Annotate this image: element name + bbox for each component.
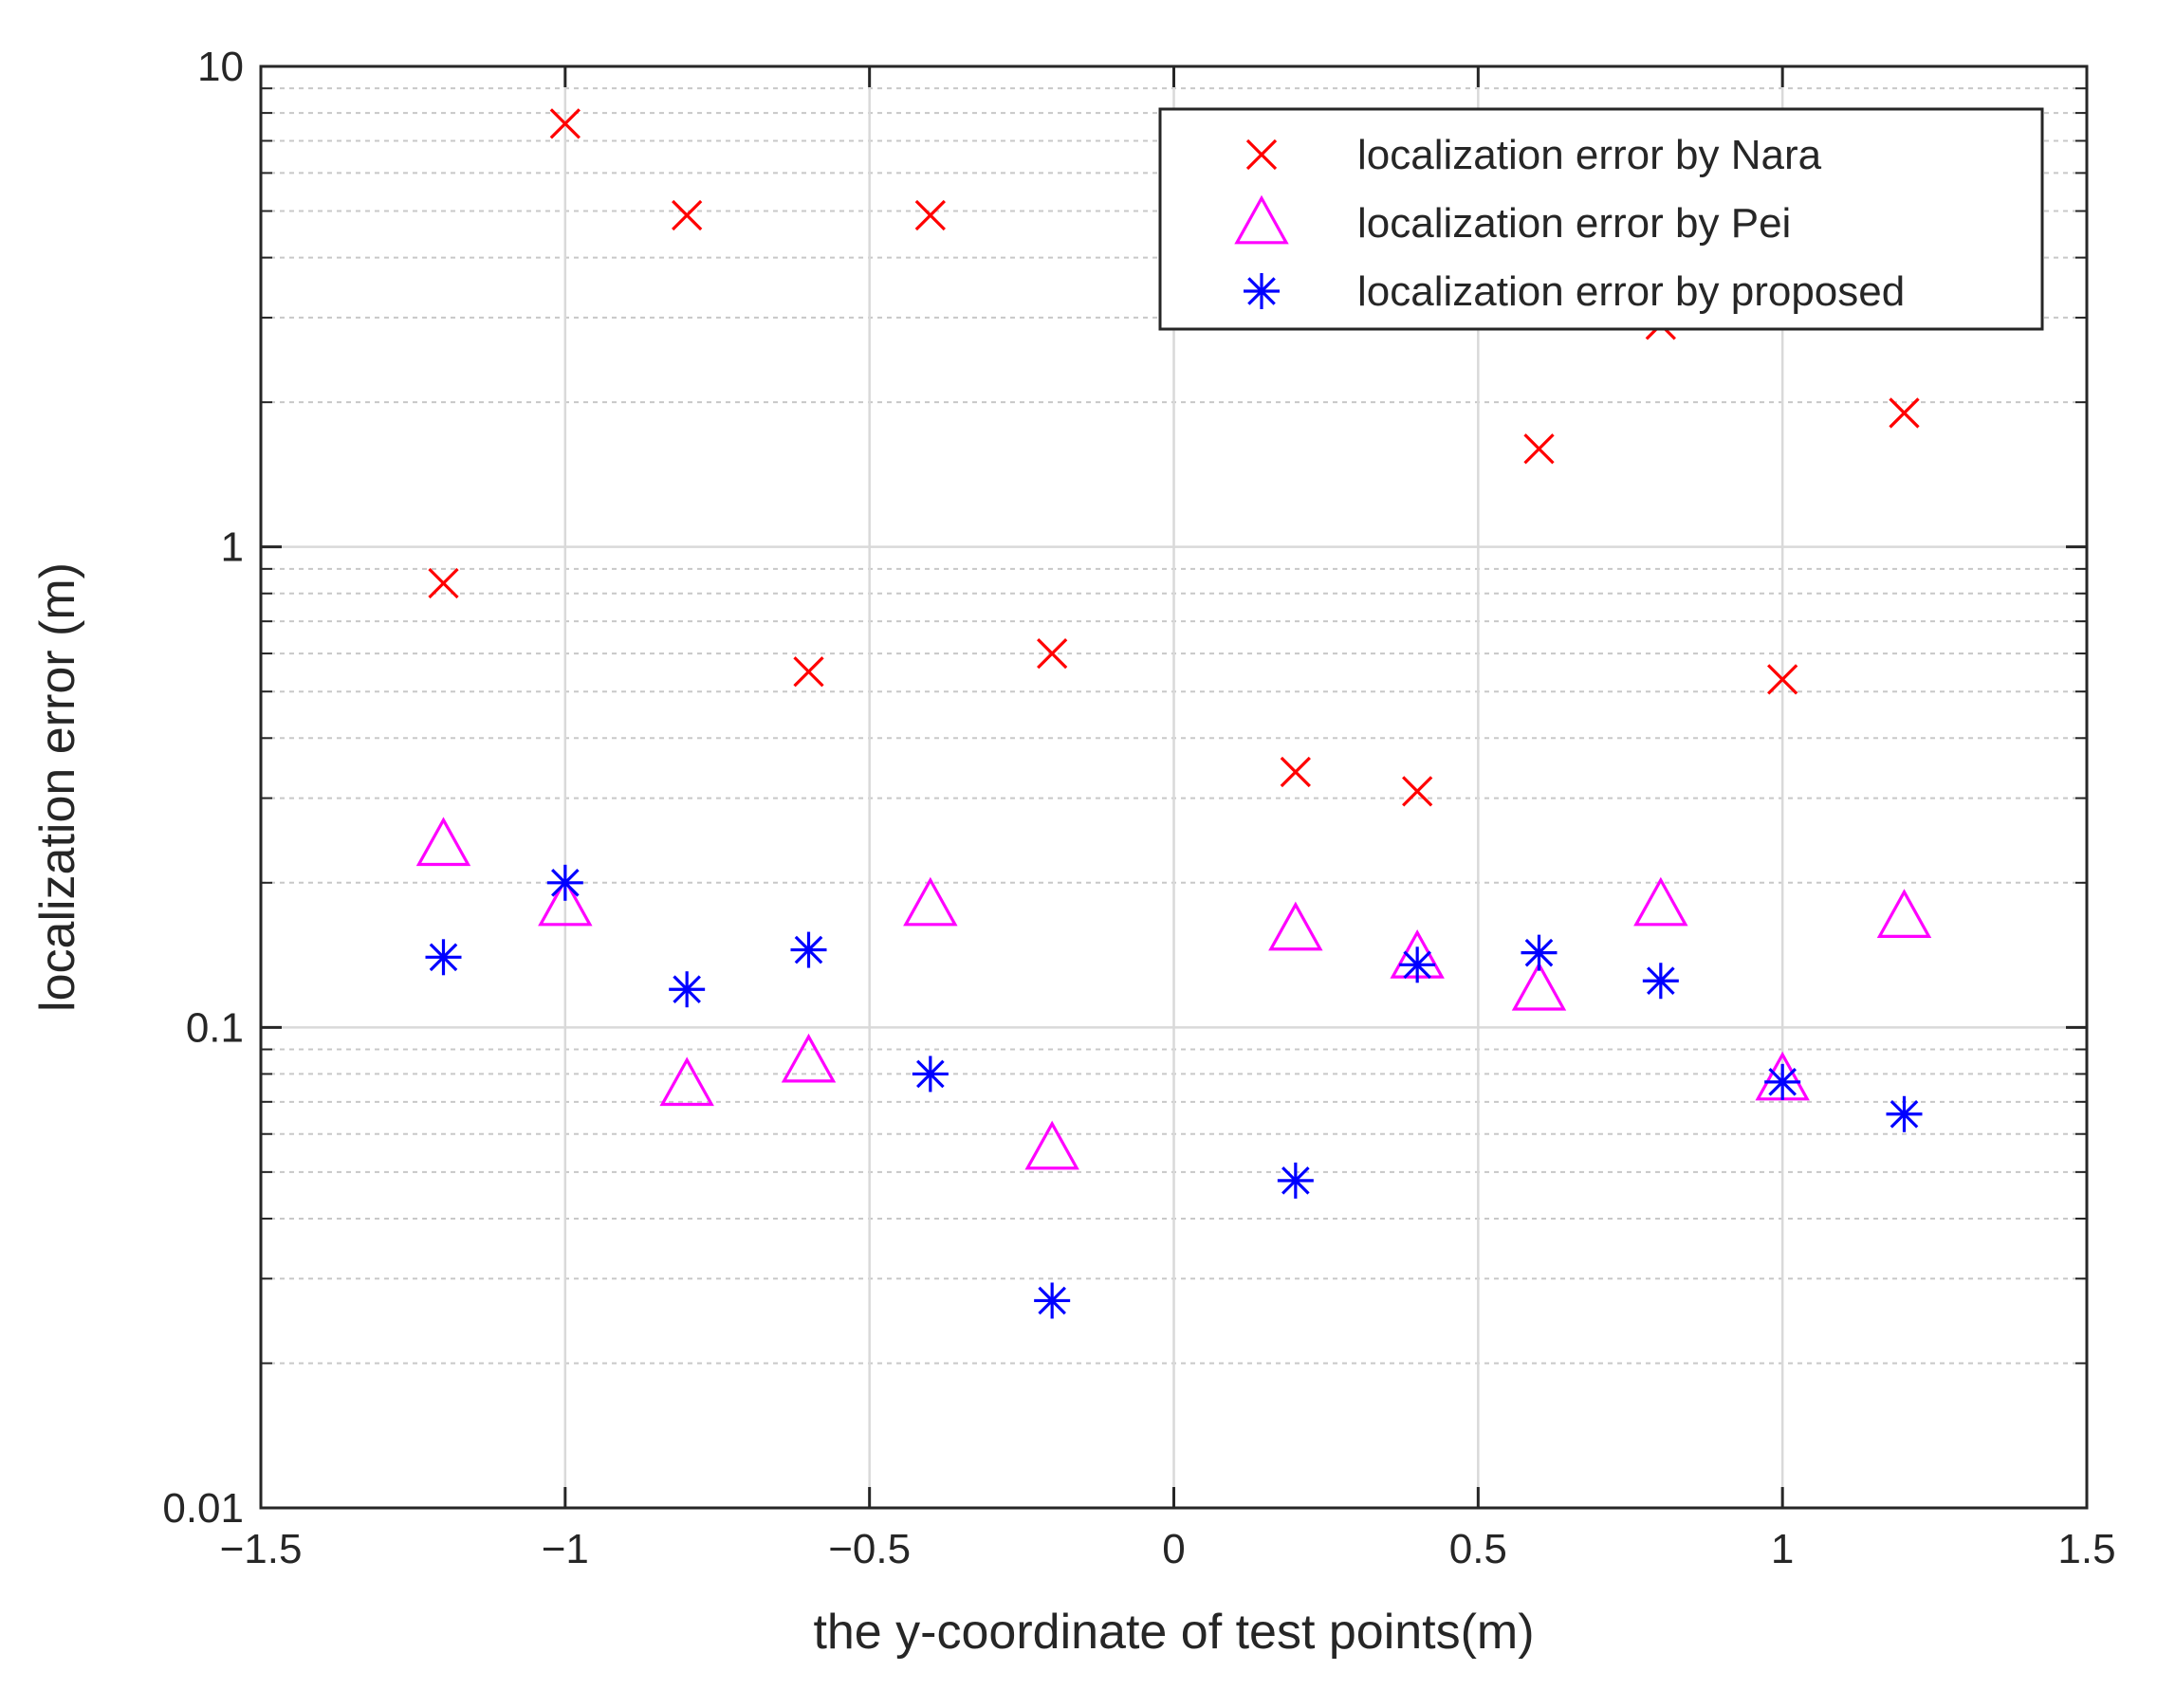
data-point: [538, 876, 593, 927]
legend: localization error by Nara localization e…: [1158, 107, 2044, 331]
data-point: [1633, 876, 1688, 927]
series-asterisk: [425, 864, 1923, 1319]
y-tick-label: 0.1: [186, 1004, 244, 1051]
data-point: [1024, 1120, 1079, 1170]
data-point: [793, 656, 824, 688]
data-point: [1767, 664, 1798, 695]
data-point: [1523, 433, 1555, 465]
axis-ticks: 0.01 0.1 1 10 −1.5 −1 −0.5 0 0.5 1 1.5: [162, 44, 2115, 1572]
legend-marker: [1244, 273, 1280, 309]
data-point: [1280, 756, 1311, 788]
data-point: [1037, 637, 1068, 670]
legend-marker: [1234, 194, 1289, 245]
data-point: [914, 199, 946, 231]
x-tick-label: −1: [542, 1526, 589, 1572]
x-tick-label: 1.5: [2057, 1526, 2115, 1572]
legend-marker: [1245, 138, 1278, 171]
data-point: [1886, 1095, 1923, 1132]
legend-item: localization error by Nara: [1245, 132, 1822, 178]
data-point: [1764, 1063, 1801, 1100]
data-point: [1268, 901, 1323, 951]
data-point: [1402, 776, 1433, 807]
data-point: [1876, 889, 1932, 938]
x-axis-label: the y-coordinate of test points(m): [813, 1605, 1534, 1660]
legend-label: localization error by Nara: [1357, 132, 1822, 178]
data-point: [549, 108, 581, 139]
data-point: [1642, 963, 1679, 1000]
data-point: [546, 864, 583, 901]
data-point: [425, 939, 462, 976]
plot-marks: [415, 108, 1932, 1319]
data-point: [903, 876, 958, 927]
legend-label: localization error by Pei: [1357, 200, 1791, 247]
legend-box: [1158, 107, 2044, 331]
x-tick-label: 0.5: [1449, 1526, 1507, 1572]
data-point: [790, 931, 827, 968]
y-axis-label: localization error (m): [30, 562, 85, 1012]
data-point: [1277, 1162, 1314, 1199]
data-point: [415, 817, 471, 867]
x-tick-label: −1.5: [220, 1526, 303, 1572]
data-point: [672, 199, 703, 231]
x-tick-label: 1: [1771, 1526, 1794, 1572]
data-point: [1034, 1282, 1071, 1319]
y-tick-label: 1: [221, 524, 244, 571]
x-tick-label: −0.5: [828, 1526, 911, 1572]
data-point: [912, 1056, 949, 1093]
data-point: [1889, 397, 1920, 429]
legend-item: localization error by Pei: [1234, 194, 1791, 247]
legend-label: localization error by proposed: [1357, 268, 1905, 315]
legend-item: localization error by proposed: [1244, 268, 1905, 315]
data-point: [1511, 961, 1567, 1011]
data-point: [781, 1033, 837, 1083]
data-point: [659, 1056, 714, 1107]
data-point: [428, 567, 459, 599]
y-tick-label: 0.01: [162, 1485, 244, 1532]
data-point: [1521, 934, 1558, 971]
y-tick-label: 10: [197, 44, 244, 90]
data-point: [1399, 946, 1436, 983]
x-tick-label: 0: [1162, 1526, 1185, 1572]
data-point: [669, 971, 706, 1008]
